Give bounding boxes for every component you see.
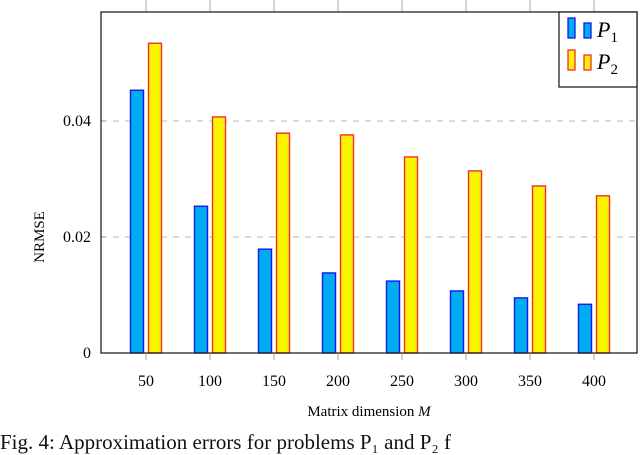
legend-swatch [567,17,576,39]
y-axis-ticks: 0 0.02 0.04 [63,113,105,362]
x-axis-title: Matrix dimension M [307,404,432,420]
y-tick-label: 0 [83,345,91,362]
bar-p1-200 [321,272,337,354]
grid-lines [101,120,637,238]
x-tick-label: 150 [262,373,286,390]
bar-p1-50 [129,89,145,354]
bar-p2-400 [595,195,611,354]
bar-p2-250 [403,156,419,354]
bar-p2-200 [339,134,355,354]
y-tick-label: 0.04 [63,113,91,130]
bar-p2-350 [531,185,547,354]
figure-caption: Fig. 4: Approximation errors for problem… [0,430,451,454]
y-axis-title: NRMSE [32,211,48,263]
y-tick-label: 0.02 [63,229,91,246]
plot-frame [100,11,638,354]
legend-swatch [567,49,576,71]
bars [129,42,611,354]
x-axis-ticks: 50 100 150 200 250 300 350 400 [138,0,606,390]
bar-p1-250 [385,280,401,354]
x-tick-label: 400 [582,373,606,390]
bar-p2-50 [147,42,163,354]
bar-p2-150 [275,132,291,354]
x-tick-label: 200 [326,373,350,390]
legend-swatch-small [583,54,592,71]
x-tick-label: 300 [454,373,478,390]
x-tick-label: 350 [518,373,542,390]
bar-p1-350 [513,297,529,354]
legend-label: P2 [596,49,618,78]
legend-swatch-small [583,22,592,39]
legend-label: P1 [596,17,618,46]
bar-p1-300 [449,290,465,354]
bar-p1-100 [193,205,209,354]
bar-p2-300 [467,170,483,354]
bar-p1-150 [257,248,273,354]
x-axis-title-text: Matrix dimension [307,404,418,420]
bar-p1-400 [577,303,593,354]
x-tick-label: 100 [198,373,222,390]
x-tick-label: 250 [390,373,414,390]
bar-p2-100 [211,116,227,354]
x-axis-title-var: M [417,404,432,420]
x-tick-label: 50 [138,373,154,390]
